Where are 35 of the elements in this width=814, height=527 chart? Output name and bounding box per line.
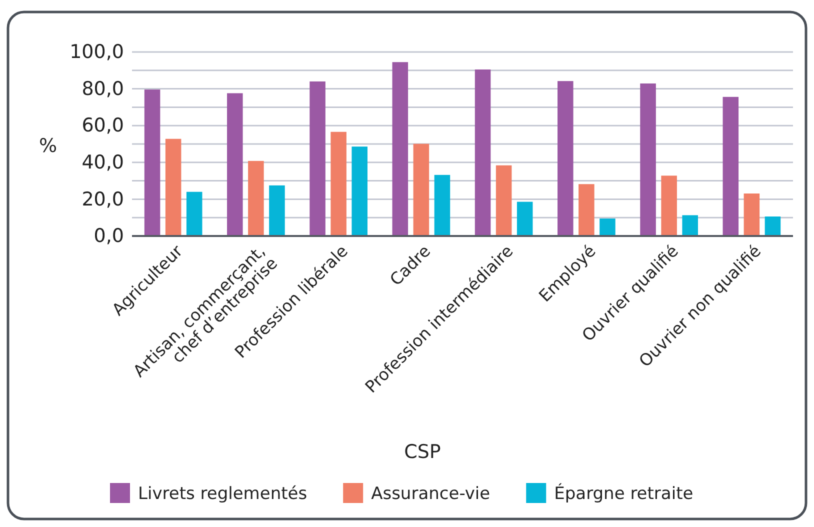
bar	[578, 184, 594, 236]
y-tick-label: 0,0	[94, 225, 124, 248]
bar	[600, 218, 616, 236]
bar	[744, 193, 760, 236]
y-tick-label: 60,0	[82, 114, 124, 137]
bar	[682, 215, 698, 236]
bar	[165, 138, 182, 236]
bar	[310, 81, 326, 236]
bar	[352, 146, 368, 236]
bar	[392, 62, 408, 236]
bar	[248, 160, 264, 236]
y-tick-label: 40,0	[82, 151, 124, 174]
bar	[558, 81, 574, 236]
y-tick-label: 20,0	[82, 188, 124, 210]
y-axis-title: %	[38, 135, 58, 157]
bar	[186, 192, 202, 236]
bar	[330, 132, 346, 236]
x-axis-title: CSP	[404, 441, 441, 463]
bar	[722, 96, 739, 236]
y-tick-label: 100,0	[70, 41, 124, 64]
y-tick-label: 80,0	[82, 78, 124, 100]
legend-label: Assurance-vie	[371, 484, 490, 504]
bar	[516, 202, 533, 236]
bar	[227, 93, 243, 236]
bar	[269, 185, 285, 236]
bar	[496, 165, 512, 236]
bar	[434, 174, 450, 236]
legend-label: Épargne retraite	[554, 483, 694, 504]
bar	[474, 69, 491, 236]
bar	[144, 90, 160, 236]
bar	[661, 176, 677, 236]
bar	[640, 83, 656, 236]
legend-label: Livrets reglementés	[138, 484, 308, 504]
bar	[764, 216, 781, 236]
bar	[413, 144, 430, 236]
